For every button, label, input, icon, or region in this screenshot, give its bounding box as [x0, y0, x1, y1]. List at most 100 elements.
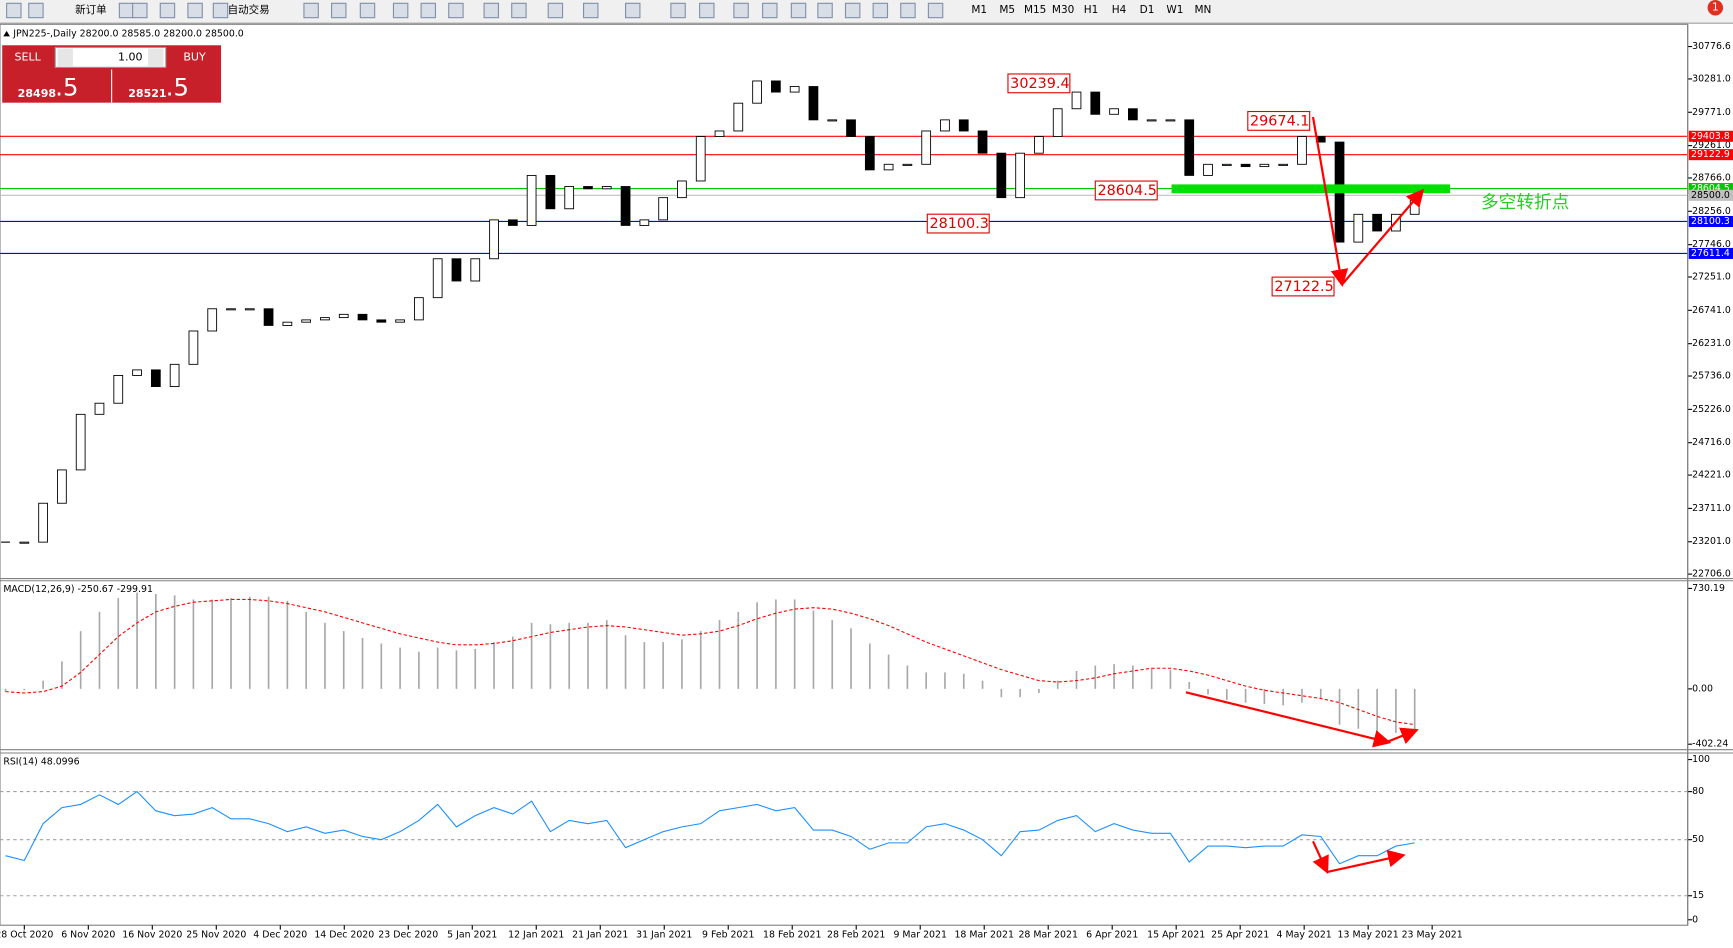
- y-tick-label: 15: [1692, 890, 1704, 901]
- x-tick-label: 6 Apr 2021: [1086, 930, 1138, 941]
- candle: [1353, 213, 1364, 243]
- y-tick-label: 27746.0: [1692, 239, 1731, 250]
- candle: [113, 375, 124, 404]
- x-tick-label: 6 Nov 2020: [61, 930, 115, 941]
- pivot-note: 多空转折点: [1481, 192, 1569, 213]
- toolbar-icon[interactable]: [583, 2, 599, 19]
- toolbar-icon[interactable]: [511, 2, 527, 19]
- candle: [1184, 119, 1195, 176]
- toolbar-icon[interactable]: [900, 2, 916, 19]
- toolbar-icon[interactable]: [448, 2, 464, 19]
- timeframe-button[interactable]: H1: [1084, 4, 1099, 16]
- level-tag: [1688, 149, 1733, 161]
- ask-pips[interactable]: .5: [166, 72, 189, 101]
- auto-trading[interactable]: 自动交易: [228, 3, 270, 16]
- candle: [714, 130, 725, 137]
- candle: [1372, 213, 1382, 232]
- candle: [489, 219, 499, 260]
- bid-main[interactable]: 28498: [18, 87, 56, 100]
- toolbar-icon[interactable]: [392, 2, 409, 19]
- toolbar-icon[interactable]: [132, 2, 148, 19]
- timeframe-button[interactable]: M30: [1052, 4, 1074, 16]
- candle: [395, 319, 405, 323]
- bid-pips[interactable]: .5: [55, 72, 78, 101]
- toolbar-icon[interactable]: [303, 2, 319, 19]
- sell-button[interactable]: SELL: [14, 50, 41, 63]
- toolbar-icon[interactable]: [159, 2, 176, 19]
- x-tick-label: 4 May 2021: [1277, 930, 1332, 941]
- y-tick-label: 28766.0: [1692, 172, 1731, 183]
- candle: [1240, 163, 1251, 168]
- timeframe-button[interactable]: D1: [1140, 4, 1155, 16]
- candle: [733, 102, 744, 132]
- candle: [1034, 136, 1044, 154]
- candle: [940, 119, 950, 132]
- timeframe-button[interactable]: M15: [1024, 4, 1046, 16]
- notify-badge[interactable]: [1707, 0, 1724, 16]
- chart-header: JPN225-,Daily 28200.0 28585.0 28200.0 28…: [12, 29, 244, 40]
- timeframe-button[interactable]: M5: [999, 4, 1015, 16]
- level-tag: [1688, 189, 1733, 201]
- toolbar-icon[interactable]: [187, 2, 203, 19]
- candle: [338, 313, 349, 319]
- candle: [1278, 163, 1289, 166]
- candle: [620, 186, 631, 226]
- toolbar-icon[interactable]: [118, 2, 135, 19]
- candle: [432, 258, 443, 299]
- candle: [1071, 91, 1082, 110]
- timeframe-button[interactable]: H4: [1112, 4, 1127, 16]
- candle: [1203, 163, 1213, 176]
- toolbar-icon[interactable]: [844, 2, 861, 19]
- y-tick-label: 23201.0: [1692, 536, 1731, 547]
- toolbar-icon[interactable]: [28, 2, 44, 19]
- toolbar-icon[interactable]: [6, 2, 22, 19]
- y-tick-label: 26741.0: [1692, 305, 1731, 316]
- peak-label: 29674.1: [1250, 113, 1309, 129]
- candle: [150, 369, 161, 388]
- toolbar-icon[interactable]: [699, 2, 715, 19]
- candle: [996, 152, 1007, 199]
- candle: [451, 258, 462, 282]
- x-tick-label: 5 Jan 2021: [447, 930, 497, 941]
- y-tick-label: 29771.0: [1692, 107, 1731, 118]
- chart-area: [0, 23, 1689, 926]
- level-tag-label: 28100.3: [1691, 216, 1730, 227]
- rsi-label: RSI(14) 48.0996: [3, 756, 79, 767]
- toolbar-icon[interactable]: [625, 2, 641, 19]
- x-tick-label: 18 Feb 2021: [763, 930, 821, 941]
- timeframe-button[interactable]: W1: [1166, 4, 1183, 16]
- candle: [771, 80, 781, 93]
- toolbar-icon[interactable]: [790, 2, 807, 19]
- volume-input[interactable]: 1.00: [118, 50, 143, 63]
- toolbar-icon[interactable]: [762, 2, 778, 19]
- candle: [470, 258, 481, 282]
- toolbar-icon[interactable]: [359, 2, 376, 19]
- x-tick-label: 9 Feb 2021: [702, 930, 754, 941]
- timeframe-button[interactable]: MN: [1194, 4, 1211, 16]
- x-tick-label: 25 Apr 2021: [1211, 930, 1269, 941]
- toolbar-icon[interactable]: [817, 2, 833, 19]
- timeframe-button[interactable]: M1: [971, 4, 987, 16]
- toolbar-icon[interactable]: [927, 2, 944, 19]
- toolbar-icon[interactable]: [420, 2, 437, 19]
- x-tick-label: 21 Jan 2021: [572, 930, 628, 941]
- candle: [19, 541, 30, 544]
- buy-button[interactable]: BUY: [183, 50, 206, 63]
- ask-main[interactable]: 28521: [128, 87, 166, 100]
- toolbar-icon[interactable]: [872, 2, 889, 19]
- new-order[interactable]: 新订单: [75, 3, 106, 16]
- pivot-label: 28604.5: [1097, 183, 1156, 199]
- toolbar-icon[interactable]: [331, 2, 347, 19]
- toolbar-icon[interactable]: [212, 2, 229, 19]
- toolbar-icon[interactable]: [483, 2, 500, 19]
- macd-label: MACD(12,26,9) -250.67 -299.91: [3, 584, 153, 595]
- candle: [169, 363, 180, 388]
- candle: [1165, 119, 1176, 122]
- annotations: 30239.4 29674.1 28604.5 28100.3 27122.5 …: [926, 73, 1569, 875]
- toolbar-icon[interactable]: [547, 2, 564, 19]
- candle: [921, 130, 932, 165]
- toolbar-icon[interactable]: [733, 2, 749, 19]
- level-tag: [1688, 215, 1733, 228]
- toolbar-icon[interactable]: [670, 2, 686, 19]
- candle: [507, 219, 518, 226]
